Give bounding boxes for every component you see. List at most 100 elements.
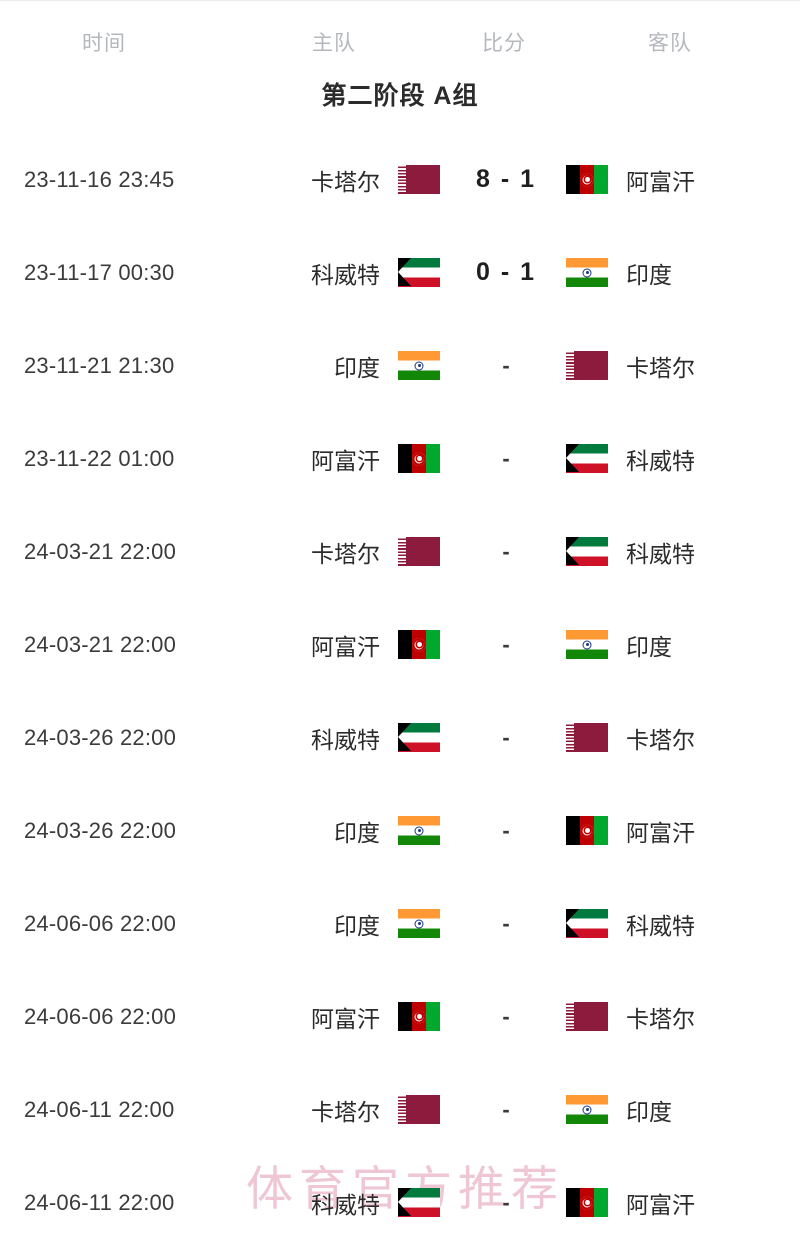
match-row[interactable]: 24-06-11 22:00 卡塔尔 - 印度 — [0, 1063, 800, 1156]
home-team-flag — [398, 1156, 442, 1233]
flag-india-icon — [398, 909, 440, 938]
home-team-name[interactable]: 卡塔尔 — [311, 1098, 380, 1125]
home-team-flag — [398, 970, 442, 1063]
home-team-name[interactable]: 卡塔尔 — [311, 168, 380, 195]
match-time: 24-03-21 22:00 — [24, 631, 177, 657]
column-header-away: 客队 — [648, 32, 692, 55]
match-row[interactable]: 24-06-11 22:00 科威特 - 阿富汗 — [0, 1156, 800, 1233]
away-team-flag — [566, 691, 610, 784]
flag-serration — [566, 723, 574, 752]
home-team-name[interactable]: 阿富汗 — [311, 447, 380, 474]
column-header-time: 时间 — [82, 32, 126, 55]
flag-emblem — [580, 824, 594, 837]
away-team-flag — [566, 319, 610, 412]
flag-emblem — [580, 173, 594, 186]
flag-emblem — [412, 452, 426, 465]
flag-kuwait-icon — [566, 909, 608, 938]
flag-qatar-icon — [398, 165, 440, 194]
table-column-header: 时间 主队 比分 客队 — [0, 1, 800, 73]
match-score: - — [502, 1189, 510, 1215]
match-row[interactable]: 23-11-16 23:45 卡塔尔 8 - 1 阿富汗 — [0, 133, 800, 226]
flag-afghanistan-icon — [398, 630, 440, 659]
flag-kuwait-icon — [398, 258, 440, 287]
home-team-name[interactable]: 科威特 — [311, 1191, 380, 1218]
away-team-name[interactable]: 科威特 — [626, 912, 695, 939]
flag-chakra — [414, 361, 424, 370]
away-team-name[interactable]: 卡塔尔 — [626, 1005, 695, 1032]
match-score: - — [502, 352, 510, 378]
away-team-name[interactable]: 科威特 — [626, 540, 695, 567]
match-time: 23-11-21 21:30 — [24, 352, 175, 378]
home-team-flag — [398, 319, 442, 412]
away-team-name[interactable]: 阿富汗 — [626, 819, 695, 846]
flag-chakra — [582, 1105, 592, 1114]
match-time: 23-11-16 23:45 — [24, 166, 175, 192]
flag-india-icon — [398, 351, 440, 380]
flag-india-icon — [566, 1095, 608, 1124]
match-row[interactable]: 23-11-21 21:30 印度 - 卡塔尔 — [0, 319, 800, 412]
away-team-name[interactable]: 卡塔尔 — [626, 354, 695, 381]
away-team-flag — [566, 1063, 610, 1156]
flag-india-icon — [566, 630, 608, 659]
home-team-name[interactable]: 阿富汗 — [311, 633, 380, 660]
match-row[interactable]: 24-06-06 22:00 印度 - 科威特 — [0, 877, 800, 970]
flag-chakra — [414, 826, 424, 835]
flag-hoist-trapezoid — [398, 258, 411, 286]
match-row[interactable]: 23-11-22 01:00 阿富汗 - 科威特 — [0, 412, 800, 505]
match-row[interactable]: 23-11-17 00:30 科威特 0 - 1 印度 — [0, 226, 800, 319]
flag-qatar-icon — [566, 351, 608, 380]
away-team-name[interactable]: 印度 — [626, 633, 672, 660]
away-team-name[interactable]: 阿富汗 — [626, 1191, 695, 1218]
match-score: - — [502, 817, 510, 843]
away-team-flag — [566, 226, 610, 319]
flag-hoist-trapezoid — [566, 909, 579, 937]
match-row[interactable]: 24-03-21 22:00 阿富汗 - 印度 — [0, 598, 800, 691]
flag-kuwait-icon — [398, 723, 440, 752]
home-team-name[interactable]: 印度 — [334, 354, 380, 381]
away-team-name[interactable]: 印度 — [626, 261, 672, 288]
match-time: 23-11-17 00:30 — [24, 259, 175, 285]
match-row[interactable]: 24-03-21 22:00 卡塔尔 - 科威特 — [0, 505, 800, 598]
home-team-name[interactable]: 印度 — [334, 912, 380, 939]
away-team-flag — [566, 598, 610, 691]
flag-afghanistan-icon — [398, 1002, 440, 1031]
flag-serration — [566, 1002, 574, 1031]
home-team-name[interactable]: 科威特 — [311, 261, 380, 288]
flag-afghanistan-icon — [566, 816, 608, 845]
flag-emblem — [580, 1196, 594, 1209]
home-team-flag — [398, 691, 442, 784]
flag-emblem — [412, 1010, 426, 1023]
home-team-name[interactable]: 科威特 — [311, 726, 380, 753]
match-score: - — [502, 1003, 510, 1029]
away-team-flag — [566, 412, 610, 505]
away-team-flag — [566, 877, 610, 970]
flag-qatar-icon — [398, 1095, 440, 1124]
match-row[interactable]: 24-03-26 22:00 科威特 - 卡塔尔 — [0, 691, 800, 784]
away-team-flag — [566, 970, 610, 1063]
home-team-flag — [398, 598, 442, 691]
away-team-flag — [566, 133, 610, 226]
flag-serration — [398, 537, 406, 566]
home-team-flag — [398, 784, 442, 877]
away-team-name[interactable]: 科威特 — [626, 447, 695, 474]
flag-serration — [566, 351, 574, 380]
away-team-flag — [566, 1156, 610, 1233]
match-time: 24-03-21 22:00 — [24, 538, 177, 564]
match-row[interactable]: 24-03-26 22:00 印度 - 阿富汗 — [0, 784, 800, 877]
group-title-label: 第二阶段 A组 — [321, 82, 479, 110]
away-team-name[interactable]: 印度 — [626, 1098, 672, 1125]
away-team-name[interactable]: 阿富汗 — [626, 168, 695, 195]
home-team-name[interactable]: 阿富汗 — [311, 1005, 380, 1032]
home-team-name[interactable]: 卡塔尔 — [311, 540, 380, 567]
match-row[interactable]: 24-06-06 22:00 阿富汗 - 卡塔尔 — [0, 970, 800, 1063]
home-team-name[interactable]: 印度 — [334, 819, 380, 846]
match-time: 23-11-22 01:00 — [24, 445, 175, 471]
flag-india-icon — [566, 258, 608, 287]
match-time: 24-06-11 22:00 — [24, 1189, 175, 1215]
match-score: - — [502, 445, 510, 471]
match-score: - — [502, 1096, 510, 1122]
home-team-flag — [398, 505, 442, 598]
away-team-name[interactable]: 卡塔尔 — [626, 726, 695, 753]
flag-kuwait-icon — [566, 537, 608, 566]
away-team-flag — [566, 784, 610, 877]
